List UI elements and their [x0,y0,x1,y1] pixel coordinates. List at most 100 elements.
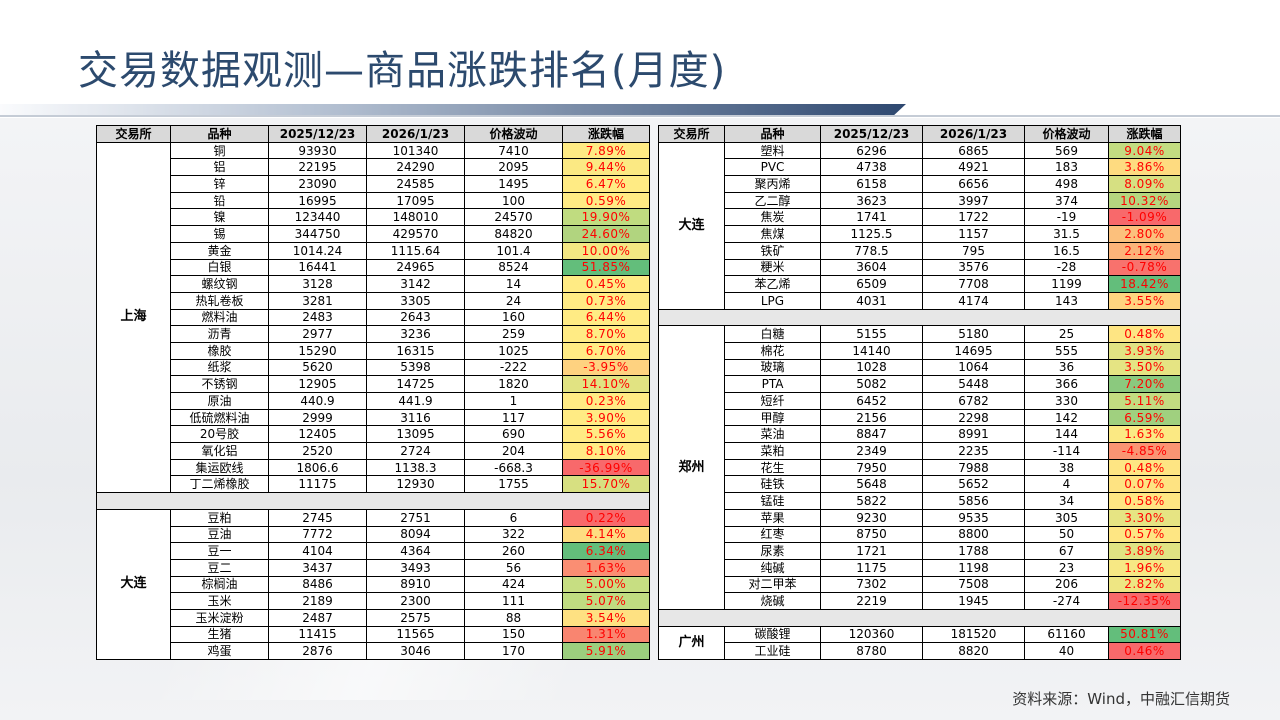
table-row: 菜粕 2349 2235 -114 -4.85% [659,442,1181,460]
price-end-cell: 7988 [922,458,1025,477]
price-end-cell: 101340 [366,141,465,160]
commodity-cell: 菜油 [724,425,821,444]
table-row: 焦煤 1125.5 1157 31.5 2.80% [659,225,1181,243]
table-row: 郑州 白糖 5155 5180 25 0.48% [658,325,1181,610]
exchange-cell: 郑州 [658,325,725,610]
commodity-cell: 锡 [170,225,269,243]
price-start-cell: 8780 [820,642,923,660]
pct-change-cell: 24.60% [562,225,650,243]
price-change-cell: 1755 [464,475,563,494]
table-row: 螺纹钢 3128 3142 14 0.45% [97,275,650,293]
price-change-cell: 322 [464,525,563,544]
pct-change-cell: 0.23% [562,392,650,410]
commodity-cell: 豆油 [170,525,269,544]
price-start-cell: 12405 [268,425,367,444]
price-end-cell: 16315 [366,341,465,360]
price-start-cell: 1721 [820,542,923,560]
price-change-cell: -28 [1024,258,1109,277]
price-start-cell: 2219 [820,592,923,610]
pct-change-cell: 6.44% [562,308,650,327]
commodity-cell: 花生 [724,458,821,477]
group-separator-row [658,608,1181,627]
price-start-cell: 5620 [268,358,367,377]
price-change-cell: 204 [464,442,563,460]
pct-change-cell: 0.73% [562,291,650,310]
price-start-cell: 4104 [268,542,367,560]
table-row: 烧碱 2219 1945 -274 -12.35% [659,592,1181,610]
pct-change-cell: 6.59% [1108,408,1181,427]
price-start-cell: 5822 [820,492,923,510]
price-change-cell: 144 [1024,425,1109,444]
header-exchange: 交易所 [658,125,725,143]
table-row: 低硫燃料油 2999 3116 117 3.90% [97,408,650,427]
table-row: 铅 16995 17095 100 0.59% [97,191,650,210]
price-change-cell: 24570 [464,208,563,227]
title-accent-bar [0,104,906,115]
price-end-cell: 181520 [922,625,1025,644]
commodity-cell: 不锈钢 [170,375,269,393]
commodity-cell: 焦炭 [724,208,821,227]
table-row: 氧化铝 2520 2724 204 8.10% [97,442,650,460]
price-change-cell: 14 [464,275,563,293]
pct-change-cell: -1.09% [1108,208,1181,227]
table-row: 铁矿 778.5 795 16.5 2.12% [659,241,1181,260]
price-start-cell: 6452 [820,392,923,410]
commodity-cell: 豆二 [170,558,269,577]
table-row: 豆油 7772 8094 322 4.14% [97,525,650,544]
commodity-cell: 低硫燃料油 [170,408,269,427]
commodity-cell: 纸浆 [170,358,269,377]
price-change-cell: -274 [1024,592,1109,610]
exchange-cell: 上海 [96,141,171,494]
pct-change-cell: 0.22% [562,508,650,527]
price-start-cell: 2999 [268,408,367,427]
price-change-cell: 7410 [464,141,563,160]
price-start-cell: 3128 [268,275,367,293]
commodity-cell: 黄金 [170,241,269,260]
table-row: 尿素 1721 1788 67 3.89% [659,542,1181,560]
price-change-cell: 23 [1024,558,1109,577]
commodity-cell: 白银 [170,258,269,277]
table-row: 玉米 2189 2300 111 5.07% [97,592,650,610]
pct-change-cell: 50.81% [1108,625,1181,644]
commodity-cell: 锰硅 [724,492,821,510]
price-end-cell: 3142 [366,275,465,293]
price-start-cell: 2745 [268,508,367,527]
table-row: 鸡蛋 2876 3046 170 5.91% [97,642,650,660]
price-end-cell: 1198 [922,558,1025,577]
price-end-cell: 8820 [922,642,1025,660]
header-date-end: 2026/1/23 [922,125,1025,143]
price-start-cell: 2977 [268,325,367,343]
pct-change-cell: 5.07% [562,592,650,610]
price-start-cell: 9230 [820,508,923,527]
price-change-cell: 374 [1024,191,1109,210]
pct-change-cell: 0.58% [1108,492,1181,510]
price-start-cell: 7772 [268,525,367,544]
price-change-cell: 142 [1024,408,1109,427]
table-row: 玻璃 1028 1064 36 3.50% [659,358,1181,377]
table-row: 广州 碳酸锂 120360 181520 61160 50.81% [658,625,1181,661]
price-start-cell: 3437 [268,558,367,577]
price-change-cell: 160 [464,308,563,327]
pct-change-cell: 1.31% [562,625,650,644]
price-end-cell: 3046 [366,642,465,660]
price-end-cell: 14725 [366,375,465,393]
title-divider [0,115,1280,117]
price-start-cell: 2189 [268,592,367,610]
commodity-cell: 棉花 [724,341,821,360]
price-change-cell: 100 [464,191,563,210]
price-end-cell: 12930 [366,475,465,494]
price-start-cell: 12905 [268,375,367,393]
price-start-cell: 2876 [268,642,367,660]
pct-change-cell: 0.48% [1108,458,1181,477]
table-row: 橡胶 15290 16315 1025 6.70% [97,341,650,360]
table-row: 苯乙烯 6509 7708 1199 18.42% [659,275,1181,293]
table-row: 上海铜 93930 101340 7410 7.89% [96,141,650,494]
price-start-cell: 2487 [268,608,367,627]
pct-change-cell: 0.59% [562,191,650,210]
pct-change-cell: 15.70% [562,475,650,494]
commodity-cell: 菜粕 [724,442,821,460]
price-change-cell: 24 [464,291,563,310]
group-separator-row [96,492,650,510]
price-end-cell: 2298 [922,408,1025,427]
price-start-cell: 1028 [820,358,923,377]
